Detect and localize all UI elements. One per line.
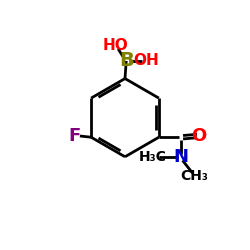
Text: HO: HO (102, 38, 128, 53)
Text: N: N (173, 148, 188, 166)
Text: F: F (68, 127, 81, 145)
Text: O: O (192, 127, 207, 145)
Text: H₃C: H₃C (139, 150, 167, 164)
Text: B: B (119, 52, 134, 70)
Text: OH: OH (134, 54, 159, 68)
Text: CH₃: CH₃ (180, 169, 208, 183)
